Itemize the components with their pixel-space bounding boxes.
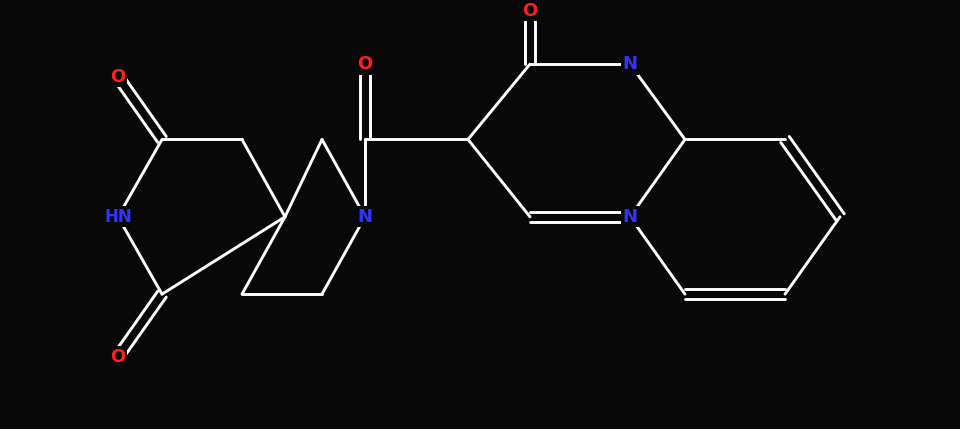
Text: N: N [622, 55, 637, 73]
Text: O: O [522, 2, 538, 20]
Text: N: N [357, 208, 372, 226]
Text: O: O [110, 68, 126, 86]
Text: O: O [357, 55, 372, 73]
Text: HN: HN [104, 208, 132, 226]
Text: O: O [110, 347, 126, 366]
Text: N: N [622, 208, 637, 226]
